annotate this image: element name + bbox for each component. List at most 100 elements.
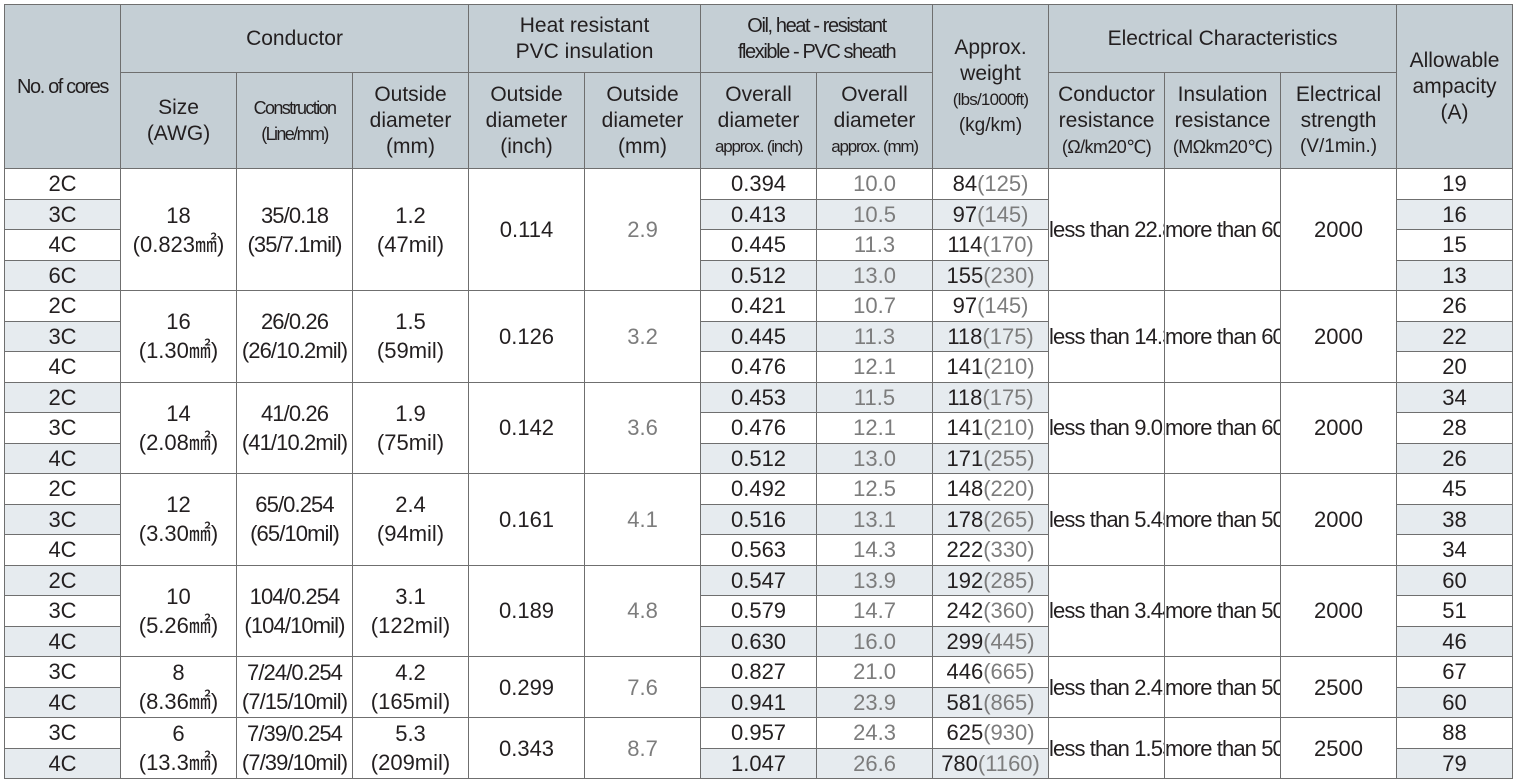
construction-cell-subvalue: (41/10.2mil) (241, 429, 348, 455)
weight-cell: 222(330) (932, 534, 1050, 566)
table-row: 2C 18 (0.823㎟) 35/0.18 (35/7.1mil) 1.2 (47mil)… (4, 168, 1524, 291)
sheath-od-mm-cell: 14.3 (816, 534, 934, 566)
construction-cell-value: 104/0.254 (249, 583, 341, 609)
table-row: 3C 0.413 10.5 97(145) 16 (4, 198, 1524, 230)
cond-resistance-cell: less than 2.41 (1048, 656, 1166, 718)
ampacity-cell: 13 (1396, 259, 1514, 291)
size-cell: 18 (0.823㎟) (120, 168, 237, 291)
sheath-od-mm-cell: 11.3 (816, 229, 934, 261)
ins-od-mm-cell-value: 8.7 (627, 735, 658, 761)
sheath-od-inch-cell: 0.492 (700, 473, 818, 505)
header-conductor-od-line1: Outside (374, 82, 447, 106)
table-row: 2C 14 (2.08㎟) 41/0.26 (41/10.2mil) 1.9 (75mil)… (4, 381, 1524, 474)
construction-cell: 7/24/0.254 (7/15/10mil) (236, 656, 353, 718)
ampacity-cell: 79 (1396, 747, 1514, 779)
conductor-od-cell-value: 1.2 (395, 202, 426, 228)
ampacity-cell: 60 (1396, 564, 1514, 596)
table-row: 2C 12 (3.30㎟) 65/0.254 (65/10mil) 2.4 (94mil) 0… (4, 473, 1524, 566)
conductor-od-cell: 1.9 (75mil) (351, 381, 470, 474)
weight-kg: (125) (977, 171, 1029, 197)
sheath-od-mm-cell: 21.0 (816, 656, 934, 688)
table-row: 3C 0.476 12.1 141(210) 28 (4, 412, 1524, 444)
header-conductor: Conductor (119, 4, 470, 73)
size-cell: 16 (1.30㎟) (120, 290, 237, 383)
sheath-od-mm-cell: 12.1 (816, 351, 934, 383)
weight-kg: (285) (983, 567, 1035, 593)
cond-resistance-cell: less than 1.53 (1048, 717, 1166, 779)
table-row: 2C 16 (1.30㎟) 26/0.26 (26/10.2mil) 1.5 (59mil)… (4, 290, 1524, 383)
size-cell-subvalue: (13.3㎟) (138, 750, 219, 775)
sheath-od-mm-cell: 23.9 (816, 686, 934, 718)
ins-od-inch-cell-value: 0.343 (498, 735, 555, 761)
sheath-od-mm-cell: 24.3 (816, 717, 934, 749)
elec-strength-cell: 2000 (1280, 290, 1398, 383)
ins-od-mm-cell: 7.6 (584, 656, 702, 718)
header-weight: Approx. weight (lbs/1000ft) (kg/km) (932, 4, 1050, 169)
sheath-od-inch-cell: 0.445 (700, 320, 818, 352)
table-row: 4C 0.563 14.3 222(330) 34 (4, 534, 1524, 566)
weight-lbs: 222 (946, 537, 984, 563)
header-ins-od-inch-line3: (inch) (500, 134, 553, 158)
size-cell-value: 14 (166, 400, 191, 426)
weight-cell: 114(170) (932, 229, 1050, 261)
header-ins-od-inch-line1: Outside (490, 82, 563, 106)
ins-od-mm-cell: 4.8 (584, 564, 702, 657)
header-sheath-od-mm: Overall diameter approx. (mm) (816, 72, 934, 169)
sheath-od-inch-cell: 0.476 (700, 351, 818, 383)
construction-cell-value: 35/0.18 (260, 202, 329, 228)
header-sheath-od-inch-line2: diameter (717, 108, 800, 132)
cores-cell: 3C (4, 320, 121, 352)
sheath-od-mm-cell: 16.0 (816, 625, 934, 657)
header-weight-line3: (lbs/1000ft) (952, 89, 1029, 109)
ampacity-cell: 26 (1396, 290, 1514, 322)
sheath-od-mm-cell: 10.5 (816, 198, 934, 230)
weight-kg: (210) (983, 354, 1035, 380)
ins-od-inch-cell-value: 0.126 (498, 323, 555, 349)
weight-cell: 148(220) (932, 473, 1050, 505)
sheath-od-mm-cell: 13.9 (816, 564, 934, 596)
elec-strength-cell: 2000 (1280, 473, 1398, 566)
sheath-od-inch-cell: 1.047 (700, 747, 818, 779)
ampacity-cell: 28 (1396, 412, 1514, 444)
sheath-od-inch-cell: 0.941 (700, 686, 818, 718)
sheath-od-mm-cell: 13.1 (816, 503, 934, 535)
conductor-od-cell-subvalue: (165mil) (370, 689, 451, 714)
header-construction-line2: (Line/mm) (261, 123, 329, 144)
cores-cell: 4C (4, 351, 121, 383)
construction-cell-value: 26/0.26 (260, 309, 329, 335)
header-ins-od-mm-line2: diameter (601, 108, 684, 132)
construction-cell: 35/0.18 (35/7.1mil) (236, 168, 353, 291)
size-cell-subvalue: (3.30㎟) (138, 521, 219, 547)
weight-cell: 242(360) (932, 595, 1050, 627)
conductor-od-cell-value: 5.3 (395, 721, 426, 746)
header-ins-resistance-line3: (MΩkm20℃) (1172, 136, 1273, 157)
table-row: 3C 0.516 13.1 178(265) 38 (4, 503, 1524, 535)
sheath-od-inch-cell: 0.563 (700, 534, 818, 566)
cond-resistance-cell: less than 22.8 (1048, 168, 1166, 291)
weight-lbs: 192 (946, 567, 984, 593)
cores-cell: 4C (4, 229, 121, 261)
header-ins-resistance: Insulation resistance (MΩkm20℃) (1164, 72, 1282, 169)
ins-od-mm-cell: 2.9 (584, 168, 702, 291)
sheath-od-inch-cell: 0.445 (700, 229, 818, 261)
weight-kg: (930) (983, 720, 1035, 746)
sheath-od-inch-cell: 0.453 (700, 381, 818, 413)
cores-cell: 6C (4, 259, 121, 291)
ins-resistance-cell: more than 50 (1164, 656, 1282, 718)
size-cell-subvalue: (2.08㎟) (138, 429, 219, 455)
ampacity-cell: 34 (1396, 534, 1514, 566)
size-cell: 12 (3.30㎟) (120, 473, 237, 566)
ins-od-inch-cell-value: 0.161 (498, 506, 555, 532)
cores-cell: 2C (4, 564, 121, 596)
header-sheath-od-inch-line1: Overall (725, 82, 792, 106)
sheath-od-inch-cell: 0.413 (700, 198, 818, 230)
header-electrical: Electrical Characteristics (1048, 4, 1398, 73)
ins-od-inch-cell: 0.114 (468, 168, 586, 291)
weight-cell: 581(865) (932, 686, 1050, 718)
sheath-od-inch-cell: 0.630 (700, 625, 818, 657)
conductor-od-cell-subvalue: (122mil) (370, 612, 451, 638)
elec-strength-cell: 2000 (1280, 168, 1398, 291)
construction-cell-subvalue: (35/7.1mil) (247, 231, 342, 257)
elec-strength-cell: 2500 (1280, 656, 1398, 718)
construction-cell-subvalue: (104/10mil) (244, 612, 345, 638)
